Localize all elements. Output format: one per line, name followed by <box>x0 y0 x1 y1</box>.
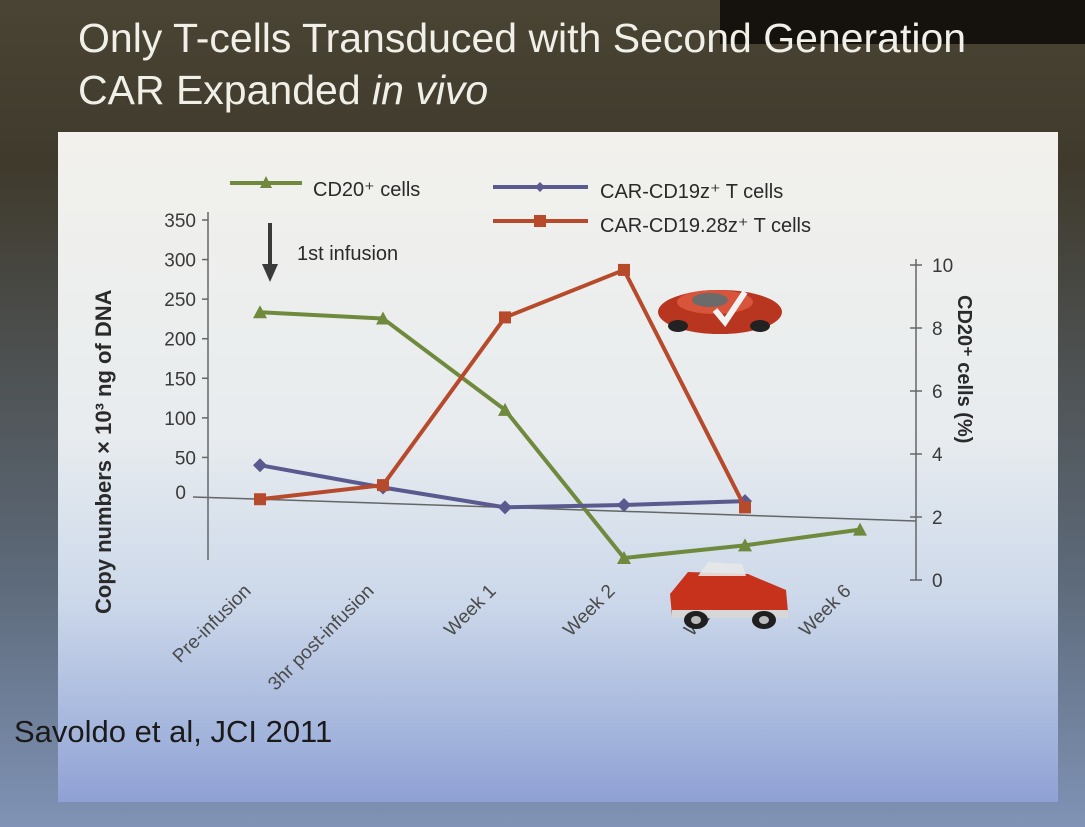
legend-marker-cd19z <box>535 182 545 192</box>
data-point-square <box>618 263 630 276</box>
down-arrow-icon <box>262 223 278 282</box>
title-line-2: CAR Expanded in vivo <box>78 64 1038 116</box>
y-tick-label: 150 <box>164 369 196 390</box>
data-point-triangle <box>253 305 267 319</box>
chart-panel <box>58 132 1058 802</box>
series-line-triangle <box>259 310 861 560</box>
data-point-diamond <box>498 500 512 515</box>
red-vintage-car-icon <box>670 562 788 629</box>
y2-axis-title: CD20⁺ cells (%) <box>953 295 975 443</box>
data-point-square <box>254 493 266 506</box>
y2-tick-label: 6 <box>932 382 943 403</box>
y-tick-label: 200 <box>164 330 196 351</box>
data-point-triangle <box>853 522 867 536</box>
y-tick-label: 50 <box>175 448 196 469</box>
y-tick-label: 350 <box>164 211 196 232</box>
data-point-triangle <box>376 311 390 325</box>
data-point-triangle <box>738 538 752 552</box>
title-line-2-text: CAR Expanded <box>78 67 373 113</box>
axes: 50 100 150 200 250 300 350 0 0 2 4 6 8 10 Pre-infusion… <box>164 211 953 695</box>
data-point-triangle <box>617 550 631 564</box>
x-tick-label: Week 2 <box>559 581 619 641</box>
legend-item-cd19z: CAR-CD19z⁺ T cells <box>493 181 783 203</box>
x-tick-label: 3hr post-infusion <box>264 581 378 695</box>
citation: Savoldo et al, JCI 2011 <box>14 714 333 749</box>
legend-label-cd1928z: CAR-CD19.28z⁺ T cells <box>600 215 811 237</box>
title-line-1: Only T-cells Transduced with Second Gene… <box>78 15 967 61</box>
data-point-triangle <box>498 402 512 416</box>
legend-marker-cd1928z <box>534 215 546 227</box>
data-point-square <box>739 501 751 514</box>
slide-title: Only T-cells Transduced with Second Gene… <box>78 12 1038 116</box>
red-sports-car-icon <box>658 290 782 334</box>
y-axis-title: Copy numbers × 10³ ng of DNA <box>91 289 116 614</box>
series-layer <box>253 263 867 564</box>
x-tick-label: Pre-infusion <box>169 581 256 668</box>
y2-tick-label: 10 <box>932 256 953 277</box>
y2-tick-label: 2 <box>932 508 943 529</box>
y2-tick-label: 8 <box>932 319 943 340</box>
legend-item-cd20: CD20⁺ cells <box>230 176 420 201</box>
title-line-2-italic: in vivo <box>372 67 489 113</box>
infusion-label: 1st infusion <box>297 243 398 265</box>
legend-marker-cd20 <box>260 176 272 188</box>
y-tick-label: 300 <box>164 251 196 272</box>
y-tick-label-zero: 0 <box>175 483 186 504</box>
data-point-square <box>499 311 511 324</box>
data-point-diamond <box>617 497 631 512</box>
y2-tick-label: 4 <box>932 445 943 466</box>
infusion-annotation: 1st infusion <box>262 223 398 282</box>
x-axis-line <box>192 496 917 522</box>
projector-screen-edge <box>720 0 1085 44</box>
x-tick-label: Week 6 <box>795 581 855 641</box>
y2-tick-label: 0 <box>932 571 943 592</box>
y-tick-label: 250 <box>164 290 196 311</box>
data-point-diamond <box>253 458 267 473</box>
legend: CD20⁺ cells CAR-CD19z⁺ T cells CAR-CD19.… <box>230 176 811 237</box>
legend-label-cd19z: CAR-CD19z⁺ T cells <box>600 181 783 203</box>
data-point-square <box>377 479 389 492</box>
x-tick-label: Week 1 <box>440 581 500 641</box>
legend-item-cd1928z: CAR-CD19.28z⁺ T cells <box>493 215 811 237</box>
y-tick-label: 100 <box>164 409 196 430</box>
legend-label-cd20: CD20⁺ cells <box>313 179 420 201</box>
